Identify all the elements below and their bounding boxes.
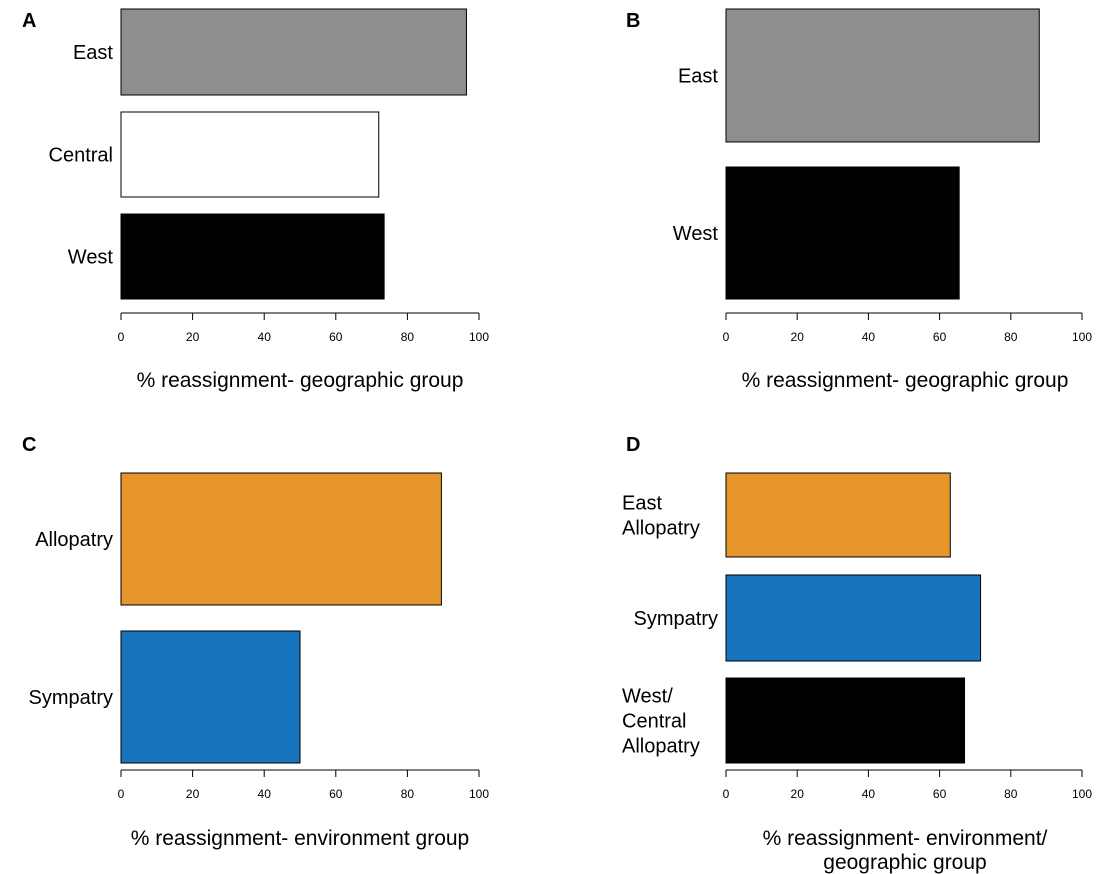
bar — [120, 213, 385, 300]
x-tick-label: 20 — [791, 787, 805, 801]
bar — [725, 574, 982, 662]
bar — [725, 166, 960, 300]
x-tick-label: 40 — [862, 787, 876, 801]
x-tick-label: 20 — [791, 330, 805, 344]
x-tick-label: 0 — [118, 330, 125, 344]
panel-b: B East West 0 20 40 60 80 100 % reassignment- geo… — [626, 8, 1092, 392]
bar — [120, 8, 467, 96]
x-tick-label: 80 — [1004, 330, 1018, 344]
bar — [725, 8, 1040, 143]
x-axis-title: geographic group — [823, 851, 986, 874]
x-tick-label: 100 — [469, 330, 489, 344]
x-tick-label: 100 — [469, 787, 489, 801]
x-axis-title: % reassignment- geographic group — [137, 369, 464, 392]
x-tick-label: 60 — [329, 787, 343, 801]
x-tick-label: 80 — [401, 330, 415, 344]
category-label: West/Central Allopatry — [622, 686, 700, 758]
x-tick-label: 80 — [401, 787, 415, 801]
x-tick-label: 60 — [933, 330, 947, 344]
bar — [725, 472, 951, 558]
bar — [120, 472, 442, 606]
bar — [120, 630, 301, 764]
x-axis-title: % reassignment- environment/ — [763, 827, 1048, 850]
x-tick-label: 40 — [258, 787, 272, 801]
panel-letter: D — [626, 434, 640, 456]
x-tick-label: 0 — [118, 787, 125, 801]
category-label: Central — [49, 145, 113, 167]
x-tick-label: 40 — [862, 330, 876, 344]
category-label: West — [68, 247, 114, 269]
panel-letter: A — [22, 10, 36, 32]
x-axis-title: % reassignment- environment group — [131, 827, 470, 850]
category-label: East Allopatry — [622, 493, 700, 540]
panel-letter: B — [626, 10, 640, 32]
category-label: Sympatry — [634, 608, 718, 630]
x-tick-label: 80 — [1004, 787, 1018, 801]
panel-d: D East Allopatry Sympatry West/Central Allopa… — [622, 434, 1092, 874]
x-tick-label: 100 — [1072, 787, 1092, 801]
bar — [120, 111, 380, 198]
panel-c: C Allopatry Sympatry 0 20 40 60 80 100 % reassign… — [22, 434, 489, 850]
x-tick-label: 100 — [1072, 330, 1092, 344]
bar — [725, 677, 966, 764]
category-label: West — [673, 223, 719, 245]
panel-a: A East Central West 0 20 40 60 80 100 % reassignme… — [22, 8, 489, 392]
panel-letter: C — [22, 434, 36, 456]
x-axis-title: % reassignment- geographic group — [742, 369, 1069, 392]
x-tick-label: 60 — [933, 787, 947, 801]
category-label: Sympatry — [29, 687, 113, 709]
x-tick-label: 0 — [723, 330, 730, 344]
x-tick-label: 40 — [258, 330, 272, 344]
x-tick-label: 20 — [186, 330, 200, 344]
x-tick-label: 60 — [329, 330, 343, 344]
x-tick-label: 20 — [186, 787, 200, 801]
x-tick-label: 0 — [723, 787, 730, 801]
category-label: East — [73, 42, 113, 64]
category-label: Allopatry — [35, 529, 113, 551]
category-label: East — [678, 66, 718, 88]
